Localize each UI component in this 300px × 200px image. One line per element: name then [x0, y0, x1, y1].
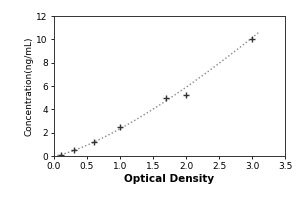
Y-axis label: Concentration(ng/mL): Concentration(ng/mL): [25, 36, 34, 136]
X-axis label: Optical Density: Optical Density: [124, 174, 214, 184]
